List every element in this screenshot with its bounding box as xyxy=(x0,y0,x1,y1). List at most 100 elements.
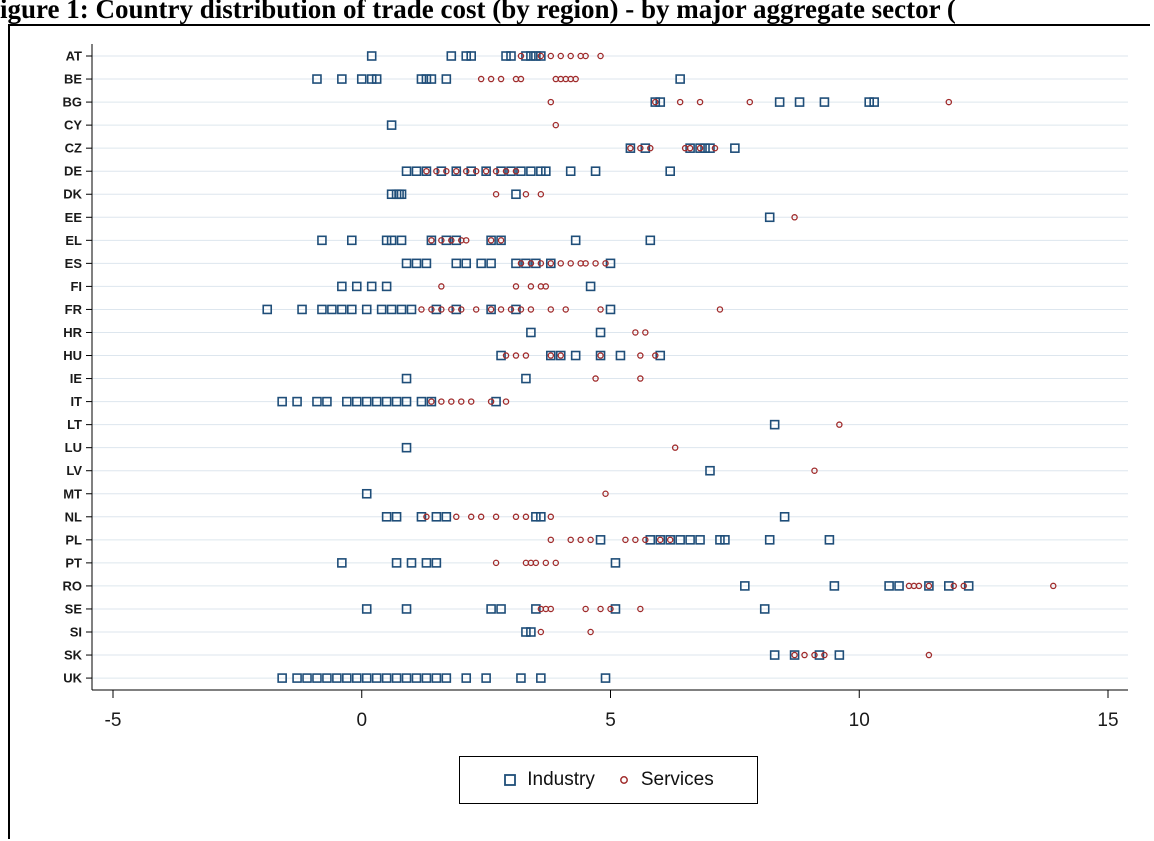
industry-point xyxy=(342,673,352,683)
services-point xyxy=(527,306,535,313)
industry-point xyxy=(426,235,437,246)
services-point xyxy=(512,167,520,175)
industry-point xyxy=(610,604,621,614)
industry-point xyxy=(595,535,606,545)
industry-point xyxy=(312,396,322,407)
industry-point xyxy=(506,51,516,61)
services-point xyxy=(462,237,470,244)
services-point xyxy=(542,559,550,567)
industry-point xyxy=(769,419,780,430)
industry-point xyxy=(476,258,486,269)
category-label: ES xyxy=(65,256,83,271)
services-point xyxy=(627,144,634,152)
services-point xyxy=(512,513,520,521)
services-point xyxy=(945,98,953,106)
category-label: FR xyxy=(65,302,83,317)
services-point xyxy=(472,167,480,175)
category-label: RO xyxy=(63,578,83,593)
category-label: EE xyxy=(65,210,83,225)
industry-point xyxy=(351,396,362,407)
circle-marker-icon xyxy=(619,776,628,784)
services-point xyxy=(497,75,505,83)
industry-point xyxy=(526,51,536,61)
services-point xyxy=(547,605,555,613)
industry-point xyxy=(605,258,616,269)
industry-point xyxy=(536,511,546,522)
services-point xyxy=(522,513,530,521)
industry-point xyxy=(740,581,750,591)
services-point xyxy=(487,398,495,405)
services-point xyxy=(433,167,440,175)
category-label: PL xyxy=(65,532,82,547)
services-point xyxy=(582,260,589,267)
services-point xyxy=(592,260,599,267)
industry-point xyxy=(555,350,566,361)
industry-point xyxy=(884,581,894,591)
industry-point xyxy=(322,396,332,407)
industry-point xyxy=(446,51,457,61)
industry-point xyxy=(322,673,332,683)
services-point xyxy=(448,306,455,313)
category-label: NL xyxy=(65,509,82,524)
industry-point xyxy=(536,51,546,61)
services-point xyxy=(696,98,704,106)
category-label: DE xyxy=(64,164,82,179)
industry-point xyxy=(655,97,666,107)
industry-point xyxy=(695,143,705,153)
industry-point xyxy=(391,558,402,568)
industry-point xyxy=(595,350,606,361)
industry-point xyxy=(640,143,651,153)
industry-point xyxy=(655,350,666,361)
industry-point xyxy=(401,373,412,384)
industry-point xyxy=(869,97,879,107)
services-point xyxy=(671,444,679,451)
industry-point xyxy=(764,535,775,545)
services-point xyxy=(632,329,639,336)
services-point xyxy=(960,582,967,590)
industry-point xyxy=(337,281,347,292)
industry-point xyxy=(406,558,417,568)
services-point xyxy=(567,536,574,544)
industry-point xyxy=(416,396,427,407)
industry-point xyxy=(730,143,740,153)
industry-point xyxy=(794,97,805,107)
category-label: SI xyxy=(70,625,82,640)
services-point xyxy=(557,352,565,359)
industry-point xyxy=(401,604,412,614)
services-point xyxy=(423,167,430,175)
category-label: FI xyxy=(70,279,82,294)
industry-point xyxy=(332,673,342,683)
services-point xyxy=(428,237,435,244)
industry-point xyxy=(541,166,551,176)
x-tick-label: 0 xyxy=(356,710,367,731)
industry-point xyxy=(943,581,954,591)
services-point xyxy=(487,306,495,313)
services-point xyxy=(547,536,555,544)
services-point xyxy=(562,306,569,313)
services-point xyxy=(637,375,644,382)
services-point xyxy=(532,559,540,567)
industry-point xyxy=(864,97,875,107)
services-point xyxy=(652,98,659,106)
category-label: PT xyxy=(65,555,82,570)
industry-point xyxy=(720,535,730,545)
industry-point xyxy=(416,511,427,522)
category-label: IT xyxy=(70,394,82,409)
industry-point xyxy=(381,396,392,407)
services-point xyxy=(607,605,614,613)
services-point xyxy=(597,306,604,313)
industry-point xyxy=(700,143,710,153)
industry-point xyxy=(516,673,526,683)
services-point xyxy=(801,651,808,659)
industry-point xyxy=(366,74,377,84)
services-point xyxy=(587,536,594,544)
services-point xyxy=(512,283,520,290)
services-point xyxy=(587,628,594,636)
services-point xyxy=(492,559,500,567)
industry-point xyxy=(496,166,506,176)
industry-point xyxy=(496,350,506,361)
industry-point xyxy=(426,74,437,84)
services-point xyxy=(791,651,798,659)
services-point xyxy=(547,52,555,60)
industry-point xyxy=(675,535,685,545)
